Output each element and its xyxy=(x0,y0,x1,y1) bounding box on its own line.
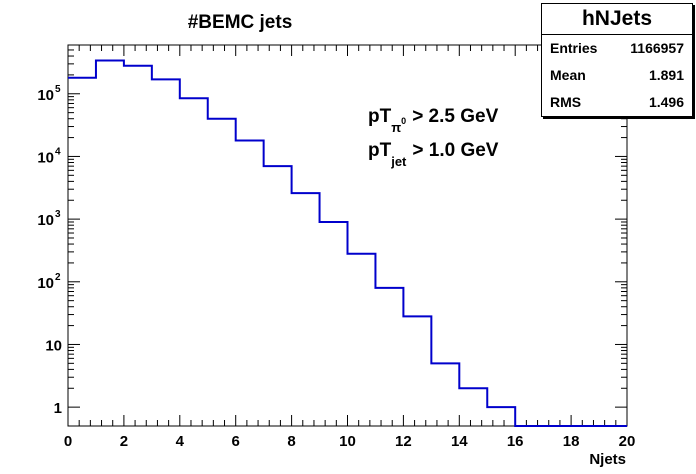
histogram-bin xyxy=(403,315,431,317)
histogram-bin xyxy=(599,425,627,427)
annotation-1: pTπ0 > 2.5 GeV xyxy=(368,106,499,135)
x-tick-label: 14 xyxy=(451,433,468,450)
y-tick-label: 10 xyxy=(37,87,54,104)
x-tick-label: 20 xyxy=(619,433,636,450)
y-tick-label: 1 xyxy=(54,400,62,417)
histogram-bin xyxy=(152,78,180,80)
histogram-bin xyxy=(375,287,403,289)
histogram-bin xyxy=(431,362,459,364)
x-tick-label: 4 xyxy=(176,433,185,450)
histogram-bin xyxy=(571,425,599,427)
stats-label-mean: Mean xyxy=(550,67,586,83)
x-tick-label: 6 xyxy=(232,433,240,450)
x-axis-label: Njets xyxy=(589,451,626,468)
x-tick-label: 2 xyxy=(120,433,128,450)
y-tick-label: 10 xyxy=(37,212,54,229)
histogram-bin xyxy=(348,253,376,255)
histogram-bin xyxy=(543,425,571,427)
histogram-bin xyxy=(208,118,236,120)
y-tick-exponent: 2 xyxy=(55,272,61,283)
histogram-bin xyxy=(124,65,152,67)
histogram-bin xyxy=(320,221,348,223)
stats-value-mean: 1.891 xyxy=(648,67,684,83)
histogram-bin xyxy=(292,192,320,194)
chart-title: #BEMC jets xyxy=(188,12,293,33)
x-tick-label: 16 xyxy=(507,433,524,450)
x-tick-label: 12 xyxy=(395,433,412,450)
stats-title: hNJets xyxy=(542,4,692,35)
histogram-line xyxy=(68,59,627,427)
stats-row-entries: Entries 1166957 xyxy=(542,35,692,62)
stats-row-rms: RMS 1.496 xyxy=(542,89,692,116)
histogram-bin xyxy=(264,165,292,167)
stats-value-entries: 1166957 xyxy=(630,40,684,56)
x-tick-label: 18 xyxy=(563,433,580,450)
histogram-bin xyxy=(515,425,543,427)
x-tick-label: 0 xyxy=(64,433,72,450)
histogram-bin xyxy=(180,97,208,99)
x-tick-label: 8 xyxy=(287,433,295,450)
stats-box: hNJets Entries 1166957 Mean 1.891 RMS 1.… xyxy=(541,3,693,117)
y-tick-label: 10 xyxy=(37,149,54,166)
stats-value-rms: 1.496 xyxy=(648,94,684,110)
histogram-bin xyxy=(487,406,515,408)
stats-label-rms: RMS xyxy=(550,94,582,110)
histogram-bin xyxy=(236,139,264,141)
annotation-2: pTjet> 1.0 GeV xyxy=(368,140,499,169)
histogram-bin xyxy=(459,387,487,389)
histogram-bin xyxy=(96,59,124,61)
x-tick-label: 10 xyxy=(339,433,356,450)
y-tick-label: 10 xyxy=(37,275,54,292)
y-tick-exponent: 3 xyxy=(55,209,61,220)
stats-label-entries: Entries xyxy=(550,40,598,56)
stats-row-mean: Mean 1.891 xyxy=(542,62,692,89)
histogram-bin xyxy=(68,77,96,79)
y-tick-label: 10 xyxy=(45,337,62,354)
y-tick-exponent: 5 xyxy=(55,84,61,95)
y-tick-exponent: 4 xyxy=(55,146,61,157)
